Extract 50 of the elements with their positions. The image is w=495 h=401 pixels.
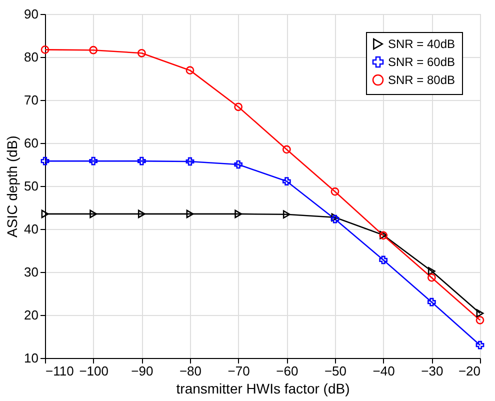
point <box>427 298 436 306</box>
point <box>234 102 243 112</box>
point <box>379 256 388 264</box>
y-tick-label: 30 <box>24 264 38 280</box>
x-tick-label: −110 <box>46 364 74 378</box>
point <box>41 210 49 218</box>
point <box>137 156 146 166</box>
y-tick-label: 40 <box>24 222 38 236</box>
x-tick-label: −90 <box>131 364 154 378</box>
x-tick-label: −70 <box>228 364 250 378</box>
y-axis-title: ASIC depth (dB) <box>4 136 20 238</box>
x-tick-label: −100 <box>79 364 108 378</box>
point <box>186 66 194 75</box>
point <box>89 156 98 166</box>
legend-label: SNR = 80dB <box>388 73 456 87</box>
y-tick-label: 70 <box>24 92 38 108</box>
point <box>282 177 291 186</box>
point <box>137 48 146 58</box>
point <box>40 46 50 54</box>
point <box>89 46 98 54</box>
point <box>282 145 291 154</box>
point <box>476 340 484 350</box>
x-tick-label: −50 <box>324 364 347 378</box>
point <box>282 210 290 219</box>
x-tick-label: −80 <box>179 364 202 378</box>
point <box>234 210 242 218</box>
x-axis-title: transmitter HWIs factor (dB) <box>176 380 350 396</box>
point <box>90 210 98 218</box>
legend-label: SNR = 40dB <box>388 37 456 51</box>
y-tick-label: 80 <box>24 50 38 64</box>
x-tick-label: −60 <box>276 364 298 378</box>
point <box>427 273 436 282</box>
point <box>428 266 436 276</box>
legend-label: SNR = 60dB <box>388 55 456 69</box>
x-tick-label: −40 <box>372 364 395 378</box>
point <box>234 160 243 169</box>
point <box>138 210 146 218</box>
y-tick-label: 20 <box>24 308 38 322</box>
point <box>40 156 50 166</box>
y-tick-label: 10 <box>24 350 38 366</box>
point <box>186 157 194 166</box>
y-tick-label: 60 <box>24 136 38 150</box>
y-tick-label: 90 <box>24 6 38 22</box>
x-tick-label: −20 <box>458 364 480 378</box>
y-tick-label: 50 <box>24 178 38 194</box>
x-tick-label: −30 <box>421 364 444 378</box>
point <box>330 187 340 196</box>
point <box>476 316 484 324</box>
point <box>476 309 484 318</box>
point <box>186 210 194 218</box>
